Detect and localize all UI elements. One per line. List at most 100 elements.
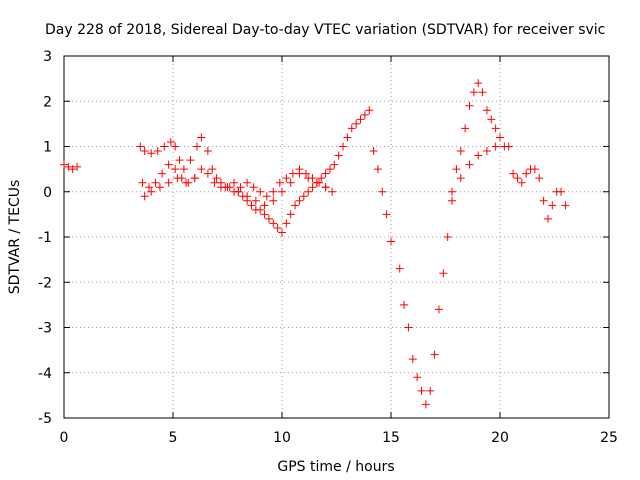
data-point [166,137,175,146]
x-tick-label: 5 [169,430,178,446]
data-point [496,133,504,142]
data-point [295,169,304,178]
data-point [321,183,330,192]
data-point [474,79,483,88]
x-tick-label: 15 [382,430,400,446]
data-point [373,165,382,174]
data-point [561,201,570,210]
data-point [173,174,182,183]
data-point [249,183,258,192]
data-point [426,386,435,395]
data-point [151,178,160,187]
data-point [456,174,465,183]
data-point [417,386,426,395]
data-point [282,174,291,183]
data-point [275,178,284,187]
data-point [461,124,470,133]
grid-lines [64,56,609,418]
data-point [203,169,212,178]
data-point [153,147,162,156]
data-point [136,142,145,151]
data-point [487,115,496,124]
x-tick-label: 25 [600,430,618,446]
data-point [491,142,500,151]
data-point [535,174,544,183]
data-point [264,214,273,223]
data-point [400,300,409,309]
data-point [421,400,430,409]
data-point [321,169,330,178]
data-point [197,165,206,174]
data-point [330,160,339,169]
data-point [278,187,286,196]
data-point [234,187,243,196]
data-point [334,151,343,160]
data-point [278,228,286,237]
data-point [138,178,147,187]
y-tick-label: -4 [38,366,52,382]
data-point [478,88,487,97]
data-point [482,147,491,156]
x-tick-label: 20 [491,430,509,446]
data-point [343,133,352,142]
data-point [182,178,191,187]
data-point [295,196,304,205]
data-point [140,192,149,201]
data-point [465,160,474,169]
data-point [312,178,321,187]
data-point [171,142,180,151]
data-point [286,210,295,219]
chart-title: Day 228 of 2018, Sidereal Day-to-day VTE… [45,22,605,38]
data-point [147,149,156,158]
data-point [179,165,188,174]
data-point [395,264,404,273]
data-point [269,219,278,228]
data-point [192,142,201,151]
data-point [269,196,278,205]
data-point [434,305,443,314]
data-point [557,187,566,196]
data-point [73,162,82,171]
y-tick-label: 1 [43,140,52,156]
data-point [430,350,439,359]
data-point [539,196,548,205]
data-points [60,79,570,409]
data-point [236,183,245,192]
data-point [382,210,391,219]
data-point [439,269,448,278]
data-point [273,223,282,232]
y-axis-ticks: -5 -4 -3 -2 -1 0 1 2 3 [38,49,609,427]
data-point [197,133,206,142]
data-point [175,156,184,165]
x-axis-ticks: 0 5 10 15 20 25 [60,56,618,446]
data-point [356,115,365,124]
y-tick-label: -5 [38,411,52,427]
data-point [465,101,474,110]
data-point [378,187,387,196]
data-point [64,162,73,171]
data-point [145,183,154,192]
data-point [190,174,199,183]
data-point [413,373,422,382]
data-point [291,201,300,210]
x-tick-label: 0 [60,430,69,446]
data-point [243,192,252,201]
data-point [158,169,167,178]
data-point [443,233,452,241]
data-point [286,178,295,187]
data-point [347,124,356,133]
data-point [186,156,195,165]
y-axis-label: SDTVAR / TECUs [7,180,23,295]
data-point [482,106,491,115]
data-point [251,196,260,205]
data-point [243,178,252,187]
data-point [60,160,68,169]
data-point [352,119,361,128]
data-point [509,169,518,178]
data-point [304,174,313,183]
data-point [299,192,308,201]
data-point [491,124,500,133]
data-point [513,174,522,183]
y-tick-label: -2 [38,275,52,291]
